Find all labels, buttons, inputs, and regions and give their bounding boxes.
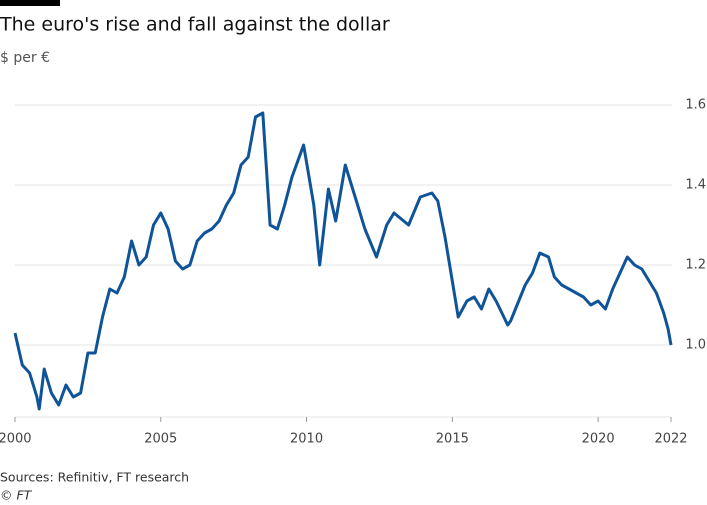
x-tick-label: 2005	[144, 432, 177, 447]
credit: © FT	[0, 488, 33, 503]
source: Sources: Refinitiv, FT research	[0, 470, 189, 485]
x-tick-label: 2015	[436, 432, 469, 447]
y-tick-label: 1.0	[685, 338, 706, 353]
chart-title: The euro's rise and fall against the dol…	[0, 14, 390, 36]
y-tick-label: 1.4	[685, 178, 706, 193]
y-tick-label: 1.6	[685, 98, 706, 113]
x-tick-label: 2022	[654, 432, 687, 447]
x-tick-label: 2000	[0, 432, 32, 447]
x-tick-label: 2020	[582, 432, 615, 447]
chart-subtitle: $ per €	[0, 50, 50, 66]
brand-bar	[0, 0, 60, 6]
x-tick-label: 2010	[290, 432, 323, 447]
line	[13, 111, 673, 411]
y-tick-label: 1.2	[685, 258, 706, 273]
